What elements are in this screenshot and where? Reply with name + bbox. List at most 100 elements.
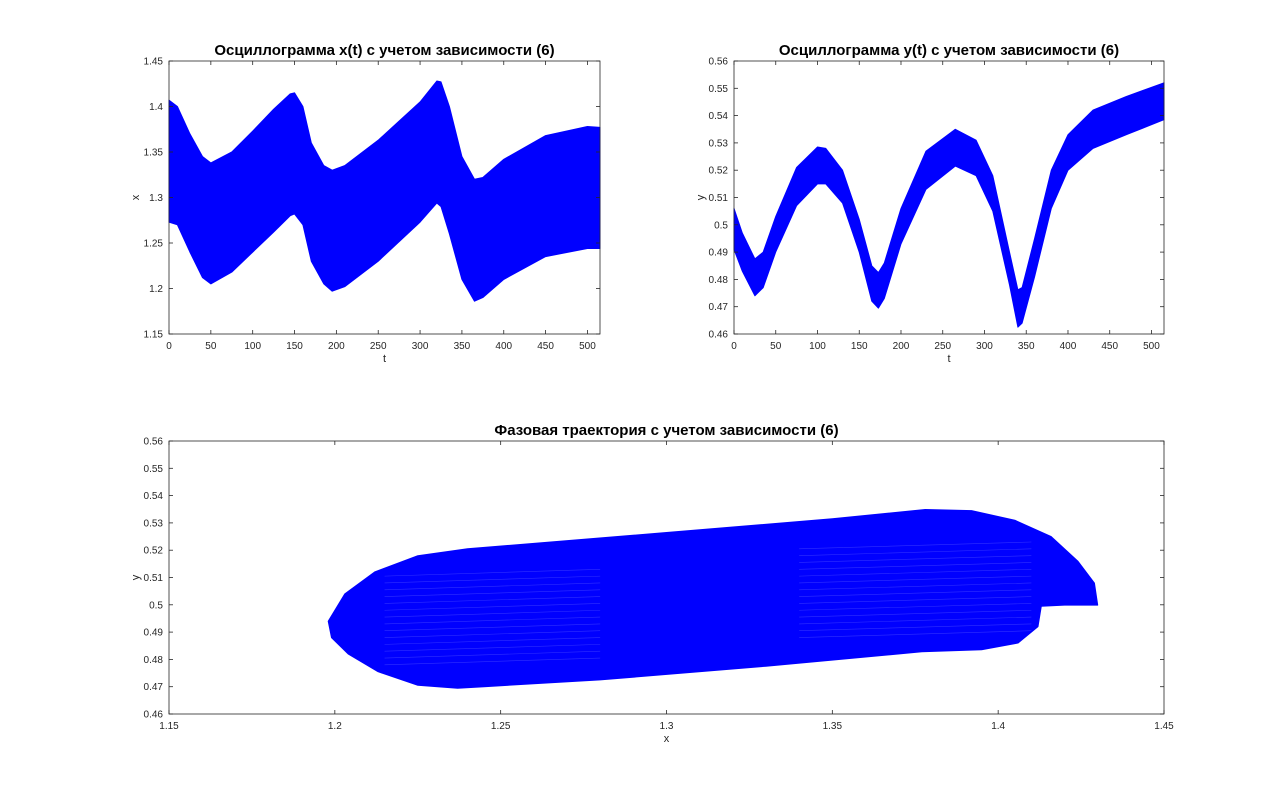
- x-axis-label: x: [664, 733, 670, 745]
- x-tick-label: 350: [1018, 341, 1035, 352]
- y-tick-label: 0.51: [709, 193, 729, 204]
- y-axis-label: y: [130, 574, 142, 580]
- trajectory-texture-line: [799, 616, 1032, 625]
- y-tick-label: 0.49: [144, 628, 164, 639]
- y-tick-label: 0.52: [709, 166, 729, 177]
- y-tick-label: 1.35: [144, 148, 164, 159]
- trajectory-texture-line: [799, 596, 1032, 604]
- x-tick-label: 450: [537, 341, 554, 352]
- y-tick-label: 0.5: [149, 600, 163, 611]
- x-tick-label: 350: [454, 341, 471, 352]
- x-tick-label: 500: [1143, 341, 1160, 352]
- y-tick-label: 0.54: [144, 491, 164, 502]
- x-tick-label: 1.35: [823, 721, 843, 732]
- x-tick-label: 1.45: [1154, 721, 1174, 732]
- y-axis-label: x: [130, 194, 142, 200]
- x-tick-label: 450: [1101, 341, 1118, 352]
- trajectory-texture-line: [384, 616, 601, 625]
- y-tick-label: 0.52: [144, 546, 164, 557]
- x-tick-label: 500: [579, 341, 596, 352]
- y-tick-label: 0.54: [709, 111, 729, 122]
- x-tick-label: 1.3: [660, 721, 674, 732]
- trajectory-texture-line: [384, 630, 601, 638]
- x-tick-label: 1.4: [991, 721, 1005, 732]
- trajectory-texture-line: [384, 609, 601, 618]
- trajectory-texture-line: [384, 657, 601, 666]
- chart-title: Фазовая траектория с учетом зависимости …: [494, 422, 838, 439]
- y-tick-label: 0.53: [144, 518, 164, 529]
- x-oscillogram-chart: 0 50 100 150 200 250 300 350 400 450 500 1.15 1.2 1.2…: [130, 42, 601, 365]
- y-tick-label: 0.47: [144, 682, 164, 693]
- y-tick-label: 0.55: [709, 84, 729, 95]
- trajectory-texture-line: [799, 582, 1032, 591]
- trajectory-texture-line: [384, 582, 601, 591]
- x-tick-label: 100: [809, 341, 826, 352]
- y-tick-label: 0.53: [709, 138, 729, 149]
- x-tick-label: 0: [731, 341, 737, 352]
- x-tick-label: 400: [495, 341, 512, 352]
- y-tick-label: 0.48: [144, 655, 164, 666]
- trajectory-texture-line: [384, 623, 601, 632]
- x-tick-label: 1.15: [159, 721, 179, 732]
- x-tick-label: 100: [244, 341, 261, 352]
- y-oscillogram-chart: 0 50 100 150 200 250 300 350 400 450 500 0.46 0.47 0.…: [695, 42, 1165, 365]
- trajectory-texture-line: [799, 623, 1032, 632]
- trajectory-texture-line: [799, 575, 1032, 584]
- x-tick-label: 400: [1060, 341, 1077, 352]
- chart-title: Осциллограмма x(t) с учетом зависимости …: [214, 42, 554, 59]
- x-axis-label: t: [947, 353, 950, 365]
- y-tick-label: 0.48: [709, 275, 729, 286]
- x-tick-label: 300: [976, 341, 993, 352]
- y-tick-label: 1.15: [144, 330, 164, 341]
- trajectory-texture-line: [384, 650, 601, 659]
- trajectory-texture-line: [799, 555, 1032, 563]
- x-axis-label: t: [383, 353, 386, 365]
- trajectory-texture-line: [384, 575, 601, 584]
- x-tick-label: 0: [166, 341, 172, 352]
- trajectory-texture-line: [384, 589, 601, 597]
- y-tick-label: 1.4: [149, 102, 163, 113]
- chart-title: Осциллограмма y(t) с учетом зависимости …: [779, 42, 1119, 59]
- y-tick-label: 0.51: [144, 573, 164, 584]
- trajectory-texture-line: [799, 548, 1032, 556]
- trajectory-texture-line: [799, 603, 1032, 611]
- x-tick-label: 250: [370, 341, 387, 352]
- x-tick-label: 1.25: [491, 721, 511, 732]
- trajectory-texture-line: [384, 596, 601, 604]
- y-tick-label: 1.25: [144, 239, 164, 250]
- x-tick-label: 200: [328, 341, 345, 352]
- y-tick-label: 0.46: [709, 330, 729, 341]
- x-tick-label: 300: [412, 341, 429, 352]
- y-tick-label: 0.49: [709, 248, 729, 259]
- trajectory-texture-line: [799, 589, 1032, 597]
- x-tick-label: 50: [205, 341, 217, 352]
- y-tick-label: 1.45: [144, 57, 164, 68]
- y-tick-label: 1.3: [149, 193, 163, 204]
- trajectory-texture-line: [384, 603, 601, 611]
- y-tick-label: 0.55: [144, 464, 164, 475]
- trajectory-texture-line: [384, 637, 601, 645]
- phase-trajectory-chart: 1.15 1.2 1.25 1.3 1.35 1.4 1.45 0.46 0.47 0.48 0.4…: [130, 422, 1174, 745]
- x-tick-label: 250: [934, 341, 951, 352]
- x-tick-label: 150: [851, 341, 868, 352]
- trajectory-texture-line: [799, 609, 1032, 618]
- x-tick-label: 200: [893, 341, 910, 352]
- y-tick-label: 0.46: [144, 710, 164, 721]
- trajectory-texture-line: [799, 569, 1032, 577]
- trajectory-texture: [384, 541, 1032, 666]
- y-tick-label: 0.56: [709, 57, 729, 68]
- x-tick-label: 1.2: [328, 721, 342, 732]
- trajectory-texture-line: [799, 630, 1032, 638]
- trajectory-texture-line: [799, 562, 1032, 570]
- trajectory-texture-line: [384, 644, 601, 652]
- y-tick-label: 0.5: [714, 220, 728, 231]
- trajectory-texture-line: [799, 541, 1032, 550]
- x-tick-label: 50: [770, 341, 782, 352]
- y-tick-label: 1.2: [149, 284, 163, 295]
- y-tick-label: 0.47: [709, 302, 729, 313]
- phase-trajectory-region: [327, 509, 1099, 689]
- y-axis-label: y: [695, 194, 707, 200]
- x-tick-label: 150: [286, 341, 303, 352]
- y-tick-label: 0.56: [144, 437, 164, 448]
